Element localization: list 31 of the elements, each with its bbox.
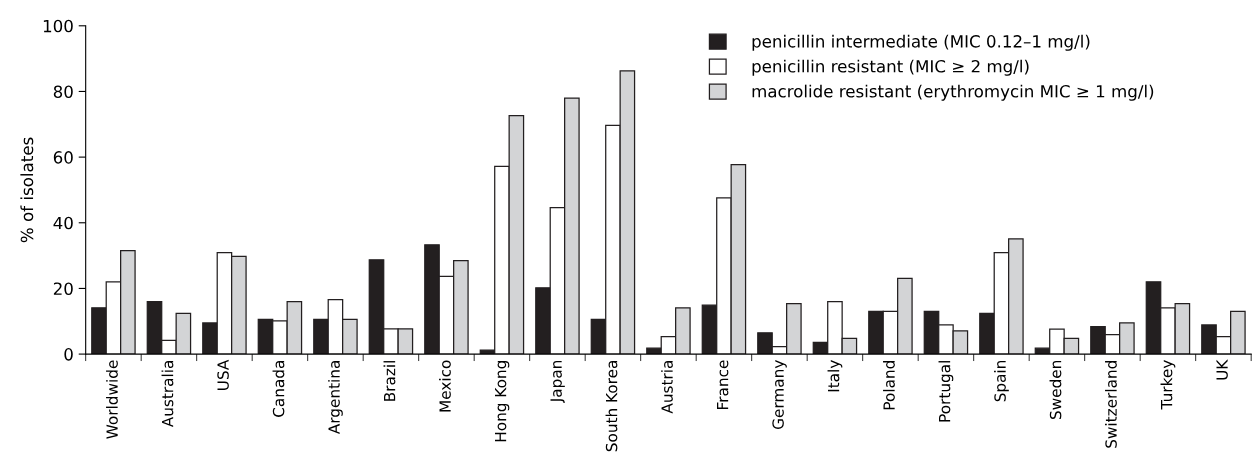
x-tick-label: Switzerland: [1105, 361, 1117, 448]
x-tick-label: Austria: [661, 361, 673, 414]
x-tick-label: Sweden: [1049, 360, 1062, 420]
x-tick-label: Turkey: [1160, 360, 1176, 410]
y-axis-title: % of isolates: [20, 137, 34, 243]
x-tick-label: Spain: [994, 360, 1009, 402]
x-tick-label: Portugal: [938, 361, 954, 422]
y-tick-label: 0: [64, 348, 73, 361]
legend-label: penicillin intermediate (MIC 0.12–1 mg/l): [752, 34, 1090, 51]
x-tick-label: Hong Kong: [495, 361, 510, 442]
x-tick-label: Italy: [827, 360, 843, 392]
x-tick-label: USA: [217, 359, 229, 390]
x-tick-label: Japan: [550, 360, 565, 404]
x-tick-label: Canada: [272, 361, 285, 417]
x-tick-label: South Korea: [605, 361, 618, 452]
x-tick-label: Germany: [772, 360, 787, 430]
x-tick-label: Mexico: [439, 360, 451, 412]
y-tick-label: 20: [53, 282, 73, 295]
x-tick-label: Argentina: [328, 361, 343, 435]
y-tick-label: 60: [53, 151, 73, 164]
legend-label: macrolide resistant (erythromycin MIC ≥ 1 mg/l): [752, 84, 1154, 101]
y-tick-label: 40: [53, 216, 73, 230]
x-tick-label: UK: [1216, 359, 1228, 380]
x-tick-label: Brazil: [383, 361, 396, 401]
y-tick-label: 100: [43, 19, 73, 33]
y-tick-label: 80: [53, 85, 73, 99]
x-tick-label: France: [717, 360, 729, 409]
legend-label: penicillin resistant (MIC ≥ 2 mg/l): [752, 59, 1029, 76]
x-tick-label: Poland: [883, 361, 895, 410]
x-tick-label: Worldwide: [106, 360, 118, 439]
x-tick-label: Australia: [161, 361, 174, 428]
